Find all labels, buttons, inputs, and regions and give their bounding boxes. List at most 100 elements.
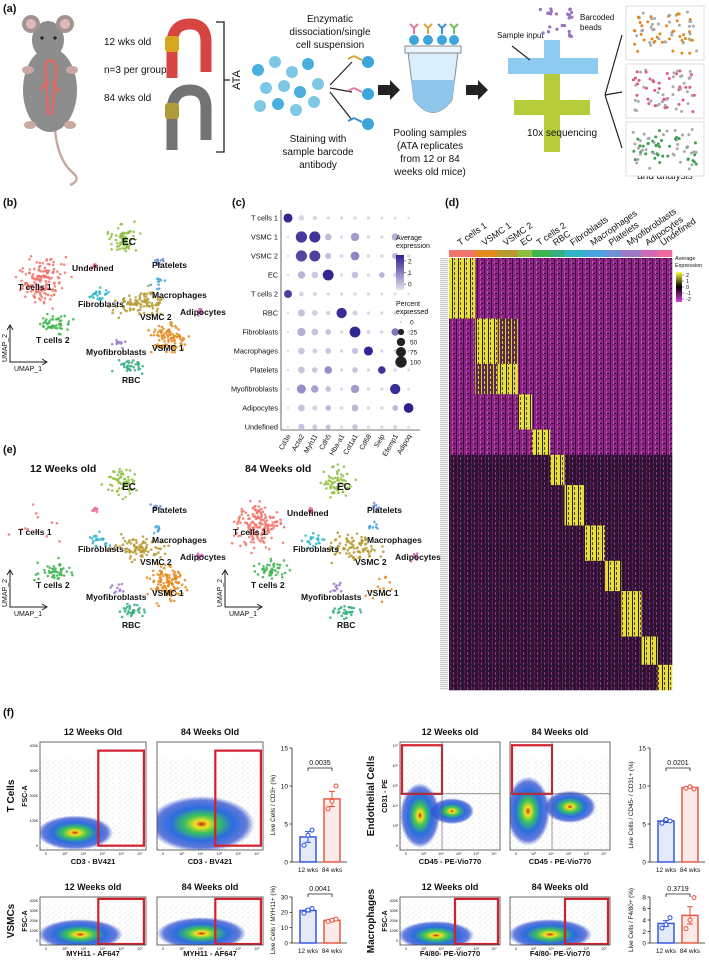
legend-tick: 2 xyxy=(408,258,412,265)
cell-point xyxy=(169,588,173,592)
demux-cell xyxy=(635,70,639,74)
cell-point xyxy=(347,555,351,558)
cell xyxy=(290,104,302,116)
tick-label: 400K xyxy=(390,899,399,903)
cell-point xyxy=(114,234,118,237)
tick-label: 10⁶ xyxy=(474,947,480,951)
cell-point xyxy=(345,537,349,541)
p-value: 0.3719 xyxy=(667,886,689,893)
colorbar xyxy=(676,272,682,302)
cell-point xyxy=(124,607,127,611)
cell-point xyxy=(332,582,336,586)
plot-frame xyxy=(156,741,264,851)
tick-label: 10³ xyxy=(531,852,537,856)
cell-point xyxy=(382,587,386,590)
cell-point xyxy=(150,540,154,544)
cell-point xyxy=(163,567,166,570)
cell-point xyxy=(115,342,118,346)
cell-point xyxy=(165,578,169,582)
demux-cell xyxy=(654,144,658,148)
cell-point xyxy=(349,546,353,549)
demux-cell xyxy=(677,137,681,141)
cell-point xyxy=(364,594,367,597)
cell-point xyxy=(98,290,101,293)
demux-cell xyxy=(671,93,675,97)
cell-point xyxy=(381,545,384,548)
cell-point xyxy=(412,555,416,559)
cell-point xyxy=(53,576,56,580)
heatmap-block xyxy=(550,485,565,526)
arrow xyxy=(329,61,353,86)
cell-point xyxy=(105,548,109,552)
dot xyxy=(407,425,411,429)
plot-frame xyxy=(156,896,264,946)
cell-point xyxy=(162,544,166,548)
cell-point xyxy=(110,242,113,246)
cell-point xyxy=(178,575,181,579)
cell-point xyxy=(59,332,62,336)
plot-title: 84 Weeks old xyxy=(532,727,589,737)
demux-cell xyxy=(673,137,677,141)
cell-point xyxy=(330,561,334,565)
cell-point xyxy=(161,257,165,261)
cell-point xyxy=(120,486,124,490)
cell-point xyxy=(161,344,164,347)
cell-point xyxy=(253,532,257,536)
cell-point xyxy=(260,514,263,517)
cell-point xyxy=(28,271,32,275)
cell-point xyxy=(145,298,149,302)
cell-point xyxy=(253,570,257,573)
demux-cell xyxy=(688,69,692,73)
cell-point xyxy=(31,274,34,278)
cell-point xyxy=(163,336,167,339)
cell-point xyxy=(35,278,39,281)
cell-point xyxy=(53,326,57,330)
cell-point xyxy=(265,532,269,536)
demux-cell xyxy=(637,78,641,82)
cell-point xyxy=(42,321,45,325)
cell-point xyxy=(171,590,175,593)
demux-cell xyxy=(647,136,651,140)
cell-point xyxy=(261,536,264,540)
cell-point xyxy=(176,586,180,590)
cell-point xyxy=(60,286,64,290)
demux-cell xyxy=(680,38,684,42)
tick-label: 200K xyxy=(30,919,39,923)
cell-point xyxy=(126,475,130,479)
cell-point xyxy=(105,292,108,296)
cell-point xyxy=(46,276,50,279)
cell-point xyxy=(119,342,123,345)
cell-point xyxy=(345,540,349,544)
cell-point xyxy=(47,280,51,283)
cell-point xyxy=(91,509,94,512)
dot xyxy=(393,311,397,315)
cluster-bar xyxy=(621,250,642,257)
demux-cell xyxy=(671,49,675,53)
heatmap-block xyxy=(605,454,622,486)
dot xyxy=(286,368,290,372)
plot-title: 12 Weeks Old xyxy=(64,727,122,737)
axis-label: UMAP_2 xyxy=(217,579,224,607)
cell-point xyxy=(94,265,97,268)
cluster-label: Platelets xyxy=(367,505,402,515)
heatmap-block xyxy=(550,664,565,691)
demux-cell xyxy=(633,142,637,146)
bead xyxy=(567,16,571,20)
cell-point xyxy=(119,222,122,226)
data-point xyxy=(663,922,669,928)
cell-point xyxy=(352,544,355,547)
cell-point xyxy=(90,537,94,540)
cell-point xyxy=(155,602,159,605)
cell-point xyxy=(138,546,142,549)
heatmap-block xyxy=(517,394,533,430)
demux-cell xyxy=(688,32,692,36)
cell-point xyxy=(352,551,356,554)
cell-point xyxy=(59,262,63,266)
cell-point xyxy=(126,364,130,367)
demux-cell xyxy=(676,12,680,16)
dot xyxy=(283,213,293,223)
cell-point xyxy=(38,261,42,265)
demux-cell xyxy=(665,129,669,133)
data-point xyxy=(691,786,697,792)
cell-point xyxy=(66,322,70,326)
